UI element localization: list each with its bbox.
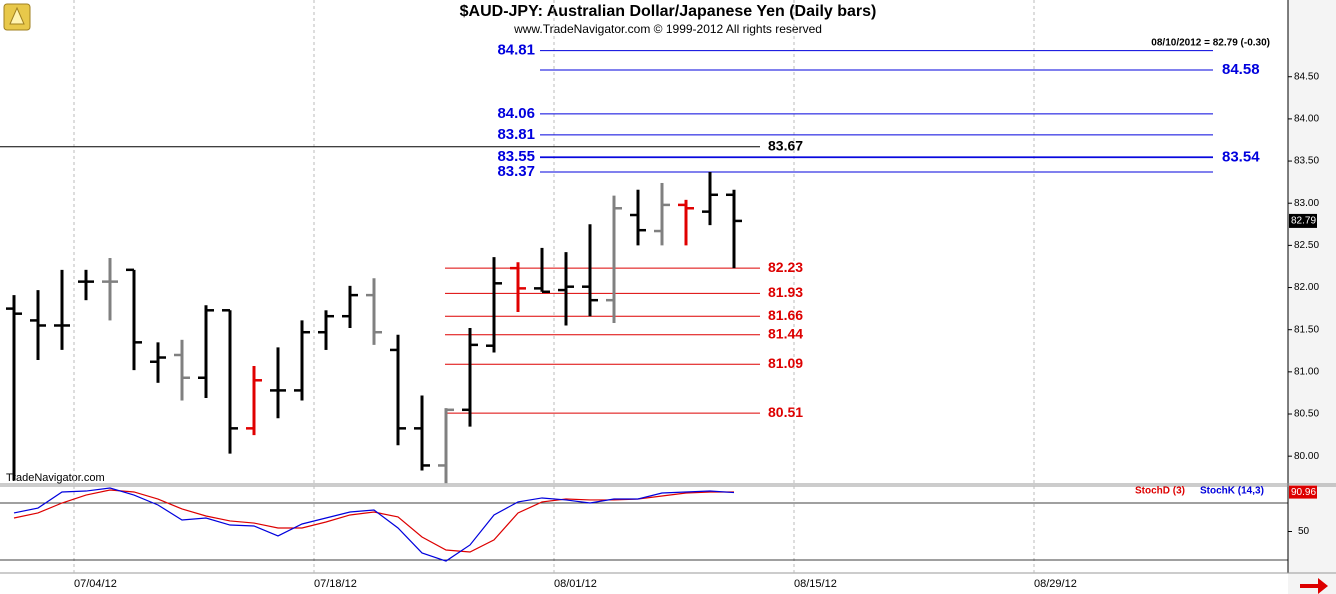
x-tick-label: 08/15/12 [794, 578, 837, 590]
watermark: TradeNavigator.com [6, 472, 105, 484]
level-label: 80.51 [768, 404, 803, 420]
y-tick-label: 83.50 [1294, 156, 1319, 167]
x-tick-label: 08/29/12 [1034, 578, 1077, 590]
level-label: 81.93 [768, 284, 803, 300]
level-label: 81.09 [768, 355, 803, 371]
y-tick-label: 80.00 [1294, 451, 1319, 462]
value-tag [1289, 485, 1317, 499]
y-tick-label: 81.00 [1294, 366, 1319, 377]
x-tick-label: 07/04/12 [74, 578, 117, 590]
value-tag-label: 90.96 [1291, 487, 1316, 498]
y-tick-label: 82.50 [1294, 240, 1319, 251]
level-label: 83.55 [497, 148, 535, 165]
y-tick-label: 82.00 [1294, 282, 1319, 293]
level-label: 84.81 [497, 42, 535, 59]
axis-column [1288, 0, 1336, 594]
y-tick-label: 83.00 [1294, 198, 1319, 209]
level-label: 84.58 [1222, 61, 1260, 78]
logo-icon [3, 3, 31, 31]
legend-label: StochK (14,3) [1200, 486, 1264, 497]
level-label: 83.67 [768, 137, 803, 153]
y-tick-label: 80.50 [1294, 409, 1319, 420]
x-tick-label: 07/18/12 [314, 578, 357, 590]
y-tick-label: 84.00 [1294, 114, 1319, 125]
price-info: 08/10/2012 = 82.79 (-0.30) [1151, 38, 1270, 49]
price-tag-label: 82.79 [1291, 216, 1316, 227]
price-tag [1289, 213, 1317, 228]
level-label: 84.06 [497, 105, 535, 122]
level-label: 82.23 [768, 259, 803, 275]
level-label: 81.44 [768, 325, 803, 341]
series-line [13, 489, 734, 553]
y-tick-label: 81.50 [1294, 324, 1319, 335]
x-tick-label: 08/01/12 [554, 578, 597, 590]
level-label: 83.54 [1222, 149, 1260, 166]
chart-subtitle: www.TradeNavigator.com © 1999-2012 All r… [513, 22, 822, 36]
level-label: 83.81 [497, 126, 535, 143]
y-tick-label: 84.50 [1294, 71, 1319, 82]
series-line [13, 487, 735, 562]
chart-title: $AUD-JPY: Australian Dollar/Japanese Yen… [460, 3, 877, 20]
legend-label: StochD (3) [1135, 486, 1185, 497]
scroll-arrow[interactable] [1300, 578, 1328, 594]
y-tick-label: 50 [1298, 526, 1310, 537]
level-label: 81.66 [768, 307, 803, 323]
level-label: 83.37 [497, 163, 535, 180]
